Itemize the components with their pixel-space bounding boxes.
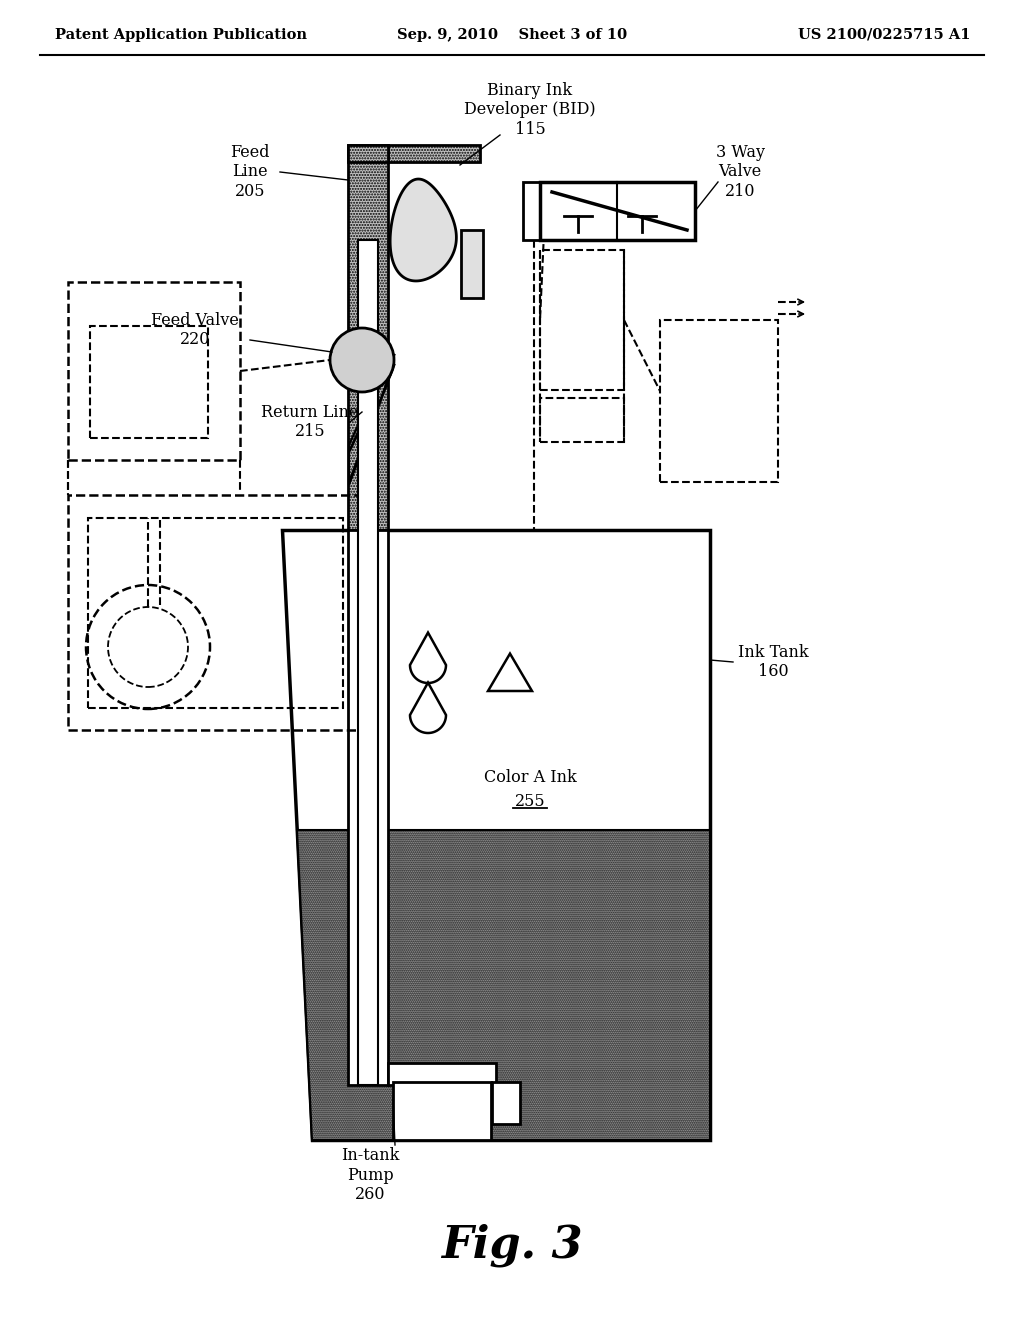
Polygon shape	[410, 682, 446, 733]
Bar	[388, 1063, 496, 1085]
Text: Color A Ink: Color A Ink	[483, 770, 577, 787]
Bar	[348, 531, 388, 1085]
Polygon shape	[488, 653, 532, 690]
Text: Patent Application Publication: Patent Application Publication	[55, 28, 307, 42]
Bar	[523, 182, 545, 240]
Polygon shape	[390, 180, 457, 281]
Text: 255: 255	[515, 793, 546, 810]
Bar	[388, 145, 480, 162]
Polygon shape	[282, 531, 710, 1140]
Polygon shape	[297, 830, 710, 1140]
Text: In-tank
Pump
260: In-tank Pump 260	[341, 1147, 399, 1203]
Text: Binary Ink
Developer (BID)
115: Binary Ink Developer (BID) 115	[464, 82, 596, 139]
Bar	[348, 145, 388, 531]
Text: Fig. 3: Fig. 3	[441, 1224, 583, 1267]
Bar	[358, 240, 378, 1085]
Text: 3 Way
Valve
210: 3 Way Valve 210	[716, 144, 765, 201]
Text: US 2100/0225715 A1: US 2100/0225715 A1	[798, 28, 970, 42]
Text: Feed Valve
220: Feed Valve 220	[152, 312, 239, 348]
Bar	[540, 182, 695, 240]
Polygon shape	[410, 632, 446, 682]
Text: Return Line
215: Return Line 215	[261, 404, 358, 441]
Text: Feed
Line
205: Feed Line 205	[230, 144, 269, 201]
Bar	[393, 1082, 490, 1140]
Text: Sep. 9, 2010    Sheet 3 of 10: Sep. 9, 2010 Sheet 3 of 10	[397, 28, 627, 42]
Bar	[348, 145, 388, 162]
Text: Ink Tank
160: Ink Tank 160	[738, 644, 809, 680]
Circle shape	[330, 327, 394, 392]
Bar	[461, 230, 483, 298]
Bar	[492, 1082, 520, 1125]
Polygon shape	[349, 350, 392, 484]
